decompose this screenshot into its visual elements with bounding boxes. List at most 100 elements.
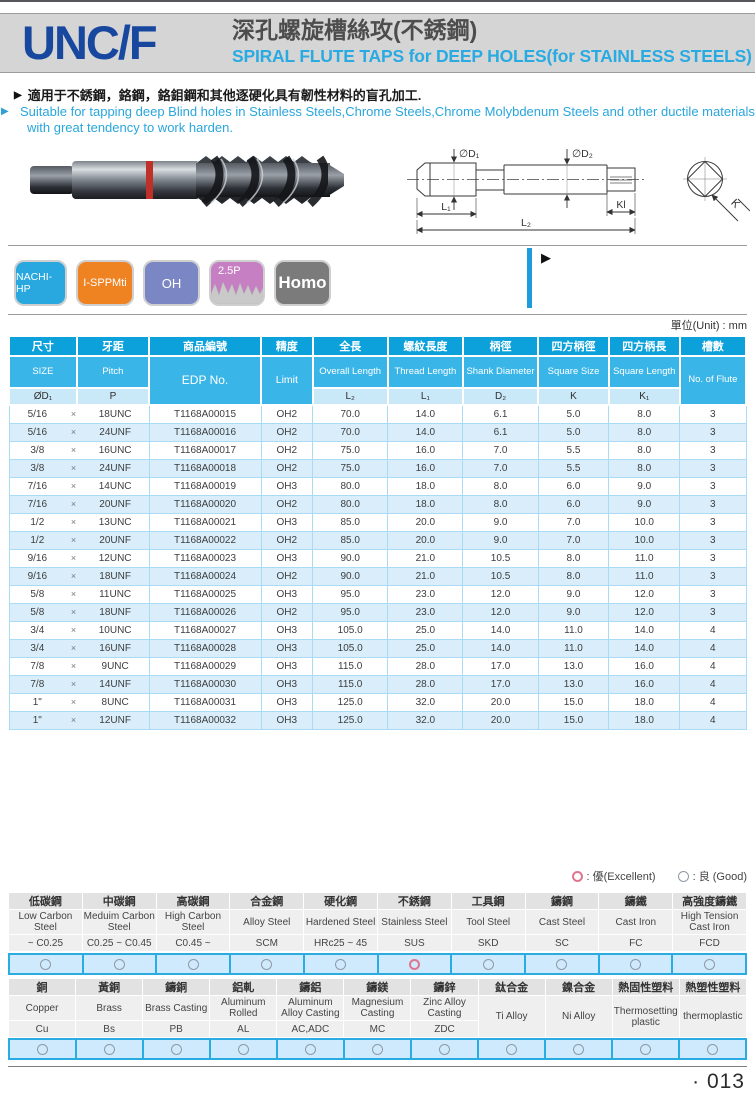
- shank-dia-cell: 12.0: [462, 603, 539, 622]
- material-name-zh: 鎳合金: [544, 978, 613, 996]
- pitch-value: 18UNF: [99, 571, 131, 582]
- edp-cell: T1168A00021: [148, 513, 262, 532]
- badge-oh: OH: [143, 260, 200, 306]
- material-row-code: ~ C0.25 C0.25 ~ C0.45 C0.45 ~ SCM HRc25 ~ 45…: [8, 934, 747, 952]
- square-length-cell: 8.0: [608, 441, 681, 460]
- material-rating-cell: [302, 955, 377, 973]
- square-size-cell: 5.5: [537, 441, 610, 460]
- edp-cell: T1168A00020: [148, 495, 262, 514]
- page-header: UNC/F 深孔螺旋槽絲攻(不銹鋼) SPIRAL FLUTE TAPS for…: [0, 13, 755, 73]
- overall-length-cell: 70.0: [312, 423, 389, 442]
- edp-cell: T1168A00029: [148, 657, 262, 676]
- legend-excellent-label: : 優(Excellent): [586, 871, 656, 883]
- material-name-en: Hardened Steel: [303, 909, 378, 935]
- pitch-value: 18UNC: [98, 409, 132, 420]
- material-row-zh: 低碳鋼 中碳鋼 高碳鋼 合金鋼 硬化鋼 不銹鋼 工具鋼 鑄鋼 鑄鐵 高強度鑄鐵: [8, 892, 747, 910]
- material-name-en: Ti Alloy: [477, 995, 546, 1038]
- material-name-zh: 黃銅: [75, 978, 144, 996]
- thread-length-cell: 20.0: [387, 531, 464, 550]
- size-pitch-cell: 5/8 × 18UNF: [8, 603, 150, 622]
- limit-cell: OH3: [260, 549, 314, 568]
- square-size-cell: 9.0: [537, 585, 610, 604]
- limit-cell: OH2: [260, 531, 314, 550]
- limit-cell: OH3: [260, 621, 314, 640]
- spec-col-en: EDP No.: [148, 355, 263, 406]
- material-name-en: Ni Alloy: [544, 995, 613, 1038]
- shank-dia-cell: 20.0: [462, 693, 539, 712]
- spec-table-body: 5/16 × 18UNC T1168A00015 OH2 70.0 14.0 6.1 5.0 8.…: [8, 404, 747, 730]
- shank-dia-cell: 7.0: [462, 459, 539, 478]
- material-code: SUS: [376, 934, 452, 952]
- square-size-cell: 5.0: [537, 423, 610, 442]
- size-pitch-cell: 5/8 × 11UNC: [8, 585, 150, 604]
- size-pitch-cell: 9/16 × 12UNC: [8, 549, 150, 568]
- size-pitch-cell: 1" × 12UNF: [8, 711, 150, 730]
- material-rating-cell: [155, 955, 229, 973]
- multiply-sign: ×: [70, 427, 77, 437]
- square-size-cell: 15.0: [537, 711, 610, 730]
- square-size-cell: 8.0: [537, 567, 610, 586]
- limit-cell: OH3: [260, 675, 314, 694]
- overall-length-cell: 95.0: [312, 585, 389, 604]
- shank-dia-cell: 9.0: [462, 513, 539, 532]
- thread-length-cell: 28.0: [387, 675, 464, 694]
- material-name-zh: 合金鋼: [229, 892, 305, 910]
- square-size-cell: 6.0: [537, 495, 610, 514]
- material-code: AL: [209, 1020, 278, 1038]
- material-name-zh: 銅: [7, 978, 77, 996]
- square-size-cell: 5.5: [537, 459, 610, 478]
- limit-cell: OH3: [260, 477, 314, 496]
- multiply-sign: ×: [70, 409, 77, 419]
- spec-col-symbol: D₂: [461, 387, 540, 406]
- material-rating-cell: [671, 955, 745, 973]
- spec-col-symbol: P: [75, 387, 151, 406]
- square-length-cell: 18.0: [608, 711, 681, 730]
- material-name-en: Copper: [7, 995, 77, 1021]
- material-rating-cell: [410, 1040, 477, 1058]
- pitch-value: 12UNF: [99, 715, 131, 726]
- overall-length-cell: 80.0: [312, 477, 389, 496]
- size-value: 3/8: [30, 445, 45, 456]
- square-size-cell: 9.0: [537, 603, 610, 622]
- size-value: 3/4: [30, 643, 45, 654]
- dim-label-d1: ∅D₁: [459, 148, 480, 160]
- shank-dia-cell: 6.1: [462, 423, 539, 442]
- spec-header-row-en: SIZE Pitch EDP No. Limit Overall Length Threa…: [8, 355, 748, 406]
- rating-good-icon: [261, 958, 273, 970]
- material-ratings-2: [8, 1038, 747, 1060]
- pitch-value: 14UNF: [99, 679, 131, 690]
- shank-dia-cell: 17.0: [462, 657, 539, 676]
- rating-good-icon: [707, 1043, 718, 1055]
- thread-length-cell: 18.0: [387, 495, 464, 514]
- material-code: SC: [524, 934, 600, 952]
- material-name-zh: 硬化鋼: [303, 892, 378, 910]
- limit-cell: OH2: [260, 423, 314, 442]
- multiply-sign: ×: [70, 571, 77, 581]
- rating-excellent-icon: [408, 958, 420, 970]
- spec-col-en: Square Size: [537, 355, 610, 389]
- rating-good-icon: [482, 958, 494, 970]
- size-pitch-cell: 9/16 × 18UNF: [8, 567, 150, 586]
- intro-text-en: Suitable for tapping deep Blind holes in…: [20, 104, 755, 135]
- edp-cell: T1168A00030: [148, 675, 262, 694]
- multiply-sign: ×: [70, 535, 77, 545]
- thread-length-cell: 28.0: [387, 657, 464, 676]
- shank-dia-cell: 17.0: [462, 675, 539, 694]
- rating-legend: : 優(Excellent) : 良 (Good): [571, 868, 747, 884]
- square-length-cell: 14.0: [608, 639, 681, 658]
- spec-row: 5/16 × 24UNF T1168A00016 OH2 70.0 14.0 6.1 5.0 8.…: [8, 423, 747, 442]
- rating-good-icon: [556, 958, 568, 970]
- material-rating-cell: [597, 955, 672, 973]
- size-pitch-cell: 7/16 × 20UNF: [8, 495, 150, 514]
- edp-cell: T1168A00018: [148, 459, 262, 478]
- material-name-zh: 熱塑性塑料: [678, 978, 748, 996]
- pitch-value: 16UNF: [99, 643, 131, 654]
- limit-cell: OH2: [260, 441, 314, 460]
- rating-good-icon: [372, 1043, 383, 1055]
- overall-length-cell: 85.0: [312, 513, 389, 532]
- thread-length-cell: 16.0: [387, 459, 464, 478]
- rating-good-icon: [629, 958, 641, 970]
- edp-cell: T1168A00023: [148, 549, 262, 568]
- rating-good-icon: [677, 870, 689, 882]
